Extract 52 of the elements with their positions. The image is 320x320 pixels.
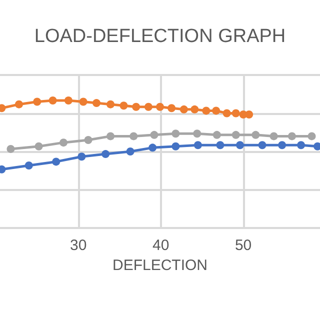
point <box>14 100 23 108</box>
point <box>297 141 306 150</box>
x-tick-label: 30 <box>70 237 87 254</box>
point <box>236 141 244 150</box>
chart-title: LOAD-DEFLECTION GRAPH <box>34 26 286 47</box>
point <box>120 102 128 110</box>
point <box>33 98 42 106</box>
point <box>168 104 176 112</box>
point <box>52 158 60 166</box>
point <box>172 142 180 150</box>
point <box>106 132 115 140</box>
point <box>132 102 140 111</box>
point <box>270 132 278 140</box>
point <box>180 105 188 114</box>
point <box>222 109 231 118</box>
point <box>144 102 152 111</box>
point <box>78 152 86 161</box>
point <box>106 100 115 108</box>
point <box>212 130 221 139</box>
point <box>148 144 157 152</box>
point <box>252 130 260 139</box>
point <box>60 138 68 147</box>
point <box>193 130 202 138</box>
point <box>64 96 72 104</box>
point <box>172 130 180 138</box>
point <box>130 132 138 140</box>
point <box>84 136 92 144</box>
point <box>6 144 15 153</box>
point <box>34 142 43 150</box>
point <box>92 99 100 108</box>
point <box>126 148 134 156</box>
point <box>258 141 266 150</box>
point <box>190 105 199 114</box>
point <box>156 102 164 111</box>
point <box>245 110 254 119</box>
x-axis-title: DEFLECTION <box>112 257 208 274</box>
point <box>278 141 286 150</box>
point <box>216 141 224 150</box>
point <box>194 141 202 150</box>
point <box>102 150 110 158</box>
x-tick-label: 40 <box>152 237 170 254</box>
point <box>150 130 158 139</box>
point <box>48 96 57 104</box>
point <box>24 162 33 170</box>
x-tick-label: 50 <box>234 237 252 254</box>
point <box>288 132 296 140</box>
point <box>232 130 240 139</box>
point <box>232 109 240 118</box>
point <box>79 98 88 106</box>
point <box>308 132 316 140</box>
point <box>202 106 210 115</box>
point <box>212 106 220 115</box>
